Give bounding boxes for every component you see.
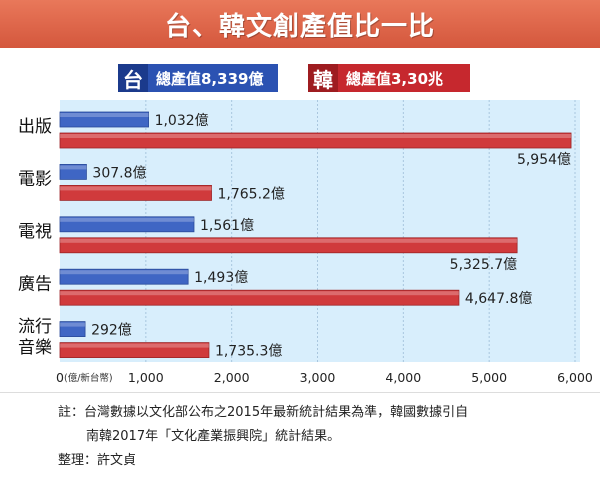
x-tick-label: 0 [56,370,64,385]
legend-korea-tag: 韓 [308,64,338,92]
category-label: 音樂 [18,338,52,358]
title-band: 台、韓文創產值比一比 [0,0,600,48]
data-label-korea: 1,765.2億 [218,186,285,202]
bar-korea [59,237,518,254]
data-label-korea: 1,735.3億 [215,344,282,360]
bar-taiwan [59,268,189,285]
bar-highlight [60,238,518,243]
bar-highlight [60,291,459,296]
bar-korea [59,184,212,201]
category-label: 電視 [18,222,52,242]
data-label-taiwan: 307.8億 [92,165,146,181]
bar-highlight [60,343,209,348]
legend-taiwan: 台 總產值8,339億 [118,64,278,92]
bar-highlight [60,217,194,222]
bar-highlight [60,322,86,327]
bar-taiwan [59,321,86,338]
x-tick-label: 4,000 [385,370,421,385]
bar-highlight [60,134,572,138]
x-tick-label: 6,000 [557,370,593,385]
data-label-taiwan: 292億 [91,323,132,339]
legend-taiwan-text: 總產值8,339億 [148,64,278,92]
bar-highlight [60,270,189,275]
note-line-1: 註：台灣數據以文化部公布之2015年最新統計結果為準，韓國數據引自 [58,405,469,420]
chart-title: 台、韓文創產值比一比 [164,11,435,42]
bar-taiwan [59,111,149,128]
bar-chart: 1,032億 5,954億 出版 307.8億 1,765.2億 電影 1,561億 5,32… [18,100,593,385]
x-tick-label: 1,000 [128,370,164,385]
data-label-korea: 5,325.7億 [450,257,517,273]
category-label: 出版 [18,117,52,137]
data-label-taiwan: 1,493億 [194,270,248,286]
legend-korea-text: 總產值3,30兆 [338,64,470,92]
x-axis-unit: (億/新台幣) [64,372,113,384]
bar-taiwan [59,216,195,233]
editor-credit: 整理：許文貞 [58,453,137,468]
data-label-taiwan: 1,561億 [200,218,254,234]
bar-korea [59,132,572,149]
bar-korea [59,289,460,306]
legend-taiwan-tag: 台 [118,64,148,92]
bar-highlight [60,186,212,191]
data-label-korea: 5,954億 [517,152,571,168]
data-label-korea: 4,647.8億 [465,291,532,307]
data-label-taiwan: 1,032億 [155,113,209,129]
bar-taiwan [59,163,87,180]
footer-notes: 註：台灣數據以文化部公布之2015年最新統計結果為準，韓國數據引自 南韓2017… [0,392,600,481]
x-tick-label: 2,000 [214,370,250,385]
category-label: 流行 [18,317,52,337]
category-label: 電影 [18,170,52,190]
bar-highlight [60,165,87,170]
bar-korea [59,342,210,359]
bar-highlight [60,113,149,117]
legend-korea: 韓 總產值3,30兆 [308,64,470,92]
x-tick-label: 3,000 [300,370,336,385]
note-line-2: 南韓2017年「文化產業振興院」統計結果。 [86,429,341,444]
category-label: 廣告 [18,274,52,294]
x-tick-label: 5,000 [471,370,507,385]
